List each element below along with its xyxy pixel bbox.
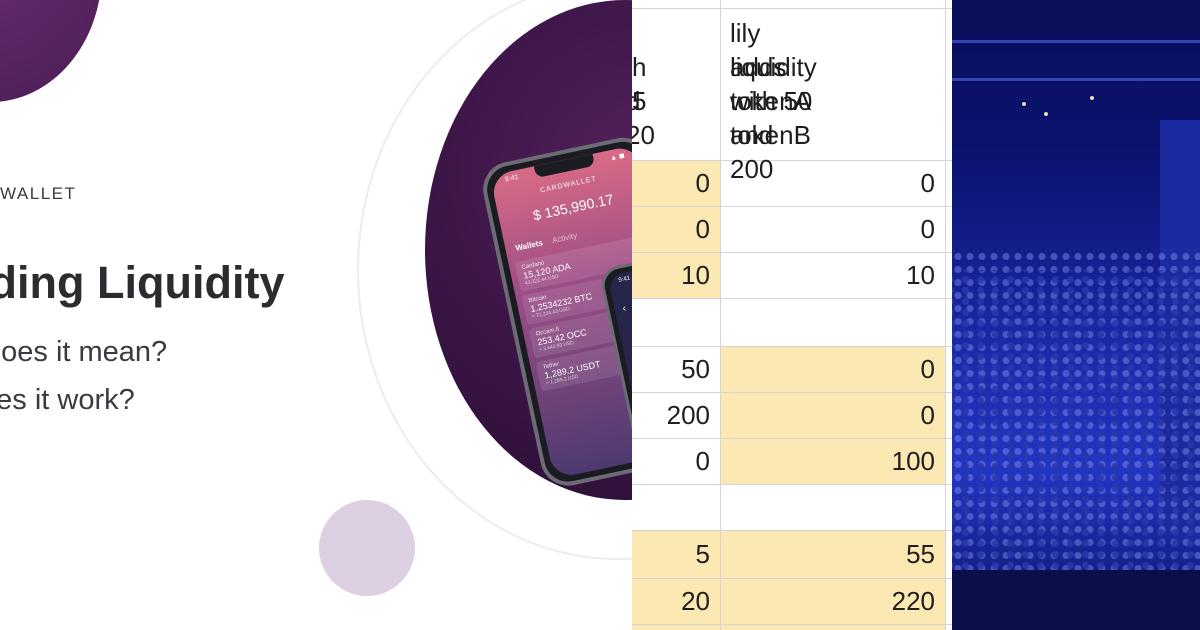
stage-truss xyxy=(952,78,1200,81)
cell-b: 0 xyxy=(920,168,935,198)
grid-row-line xyxy=(632,346,952,347)
column-a-header-line: h 5 xyxy=(632,52,647,116)
subtitle-line-1: does it mean? xyxy=(0,336,168,368)
stage-truss xyxy=(952,40,1200,43)
cell-b: 0 xyxy=(920,400,935,430)
ceiling-light xyxy=(1044,112,1048,116)
grid-row-line xyxy=(632,438,952,439)
phone-notch xyxy=(533,153,596,179)
phone-tabs: Wallets Activity xyxy=(515,231,578,253)
highlight-block-b1 xyxy=(721,346,945,484)
grid-row-line xyxy=(632,578,952,579)
column-a-header-line: d 20 xyxy=(632,86,655,150)
highlight-block-a1 xyxy=(632,160,720,298)
cell-b: 0 xyxy=(920,354,935,384)
headline: viding Liquidity xyxy=(0,257,285,308)
chevron-left-icon: ‹ xyxy=(621,303,628,315)
grid-row-line xyxy=(632,298,952,299)
highlight-block-totals xyxy=(632,530,945,630)
cell-a: 5 xyxy=(695,539,710,569)
grid-row-line xyxy=(632,252,952,253)
ceiling-light xyxy=(1090,96,1094,100)
column-b-header-line: tokenB xyxy=(730,120,811,150)
cell-a: 50 xyxy=(681,354,710,384)
ceiling-light xyxy=(1022,102,1026,106)
decorative-blob-small xyxy=(319,500,415,596)
cell-b: 10 xyxy=(906,260,935,290)
phone-balance: $ 135,990.17 xyxy=(531,190,615,224)
column-b-header-line: lily adds xyxy=(730,18,787,82)
phone-secondary-time: 9:41 xyxy=(618,275,631,284)
brand-name: WALLET xyxy=(0,184,77,203)
phone-tab-wallets: Wallets xyxy=(514,238,544,253)
promo-banner: WALLET viding Liquidity does it mean? oe… xyxy=(0,0,632,596)
crowd-photo xyxy=(952,0,1200,630)
cell-b: 100 xyxy=(891,446,935,476)
cell-b: 220 xyxy=(891,586,935,616)
cell-a: 0 xyxy=(695,168,710,198)
stage-area xyxy=(952,570,1200,630)
grid-row-line xyxy=(632,206,952,207)
grid-row-line xyxy=(632,160,952,161)
grid-col-line xyxy=(720,0,721,630)
grid-row-line xyxy=(632,530,952,531)
crowd-texture xyxy=(952,270,1200,570)
grid-col-line xyxy=(945,0,946,630)
spreadsheet-panel: h 5 d 20 lily adds liquidity with 50 tok… xyxy=(632,0,952,630)
grid-row-line xyxy=(632,624,952,625)
cell-a: 0 xyxy=(695,214,710,244)
grid-row-line xyxy=(632,484,952,485)
column-b-header-line: liquidity with 50 xyxy=(730,52,817,116)
cell-a: 200 xyxy=(666,400,710,430)
phone-time: 9:41 xyxy=(504,173,520,184)
cell-b: 0 xyxy=(920,214,935,244)
phone-tab-activity: Activity xyxy=(551,230,578,246)
cell-a: 0 xyxy=(695,446,710,476)
grid-row-line xyxy=(632,392,952,393)
column-b-header-line: tokenA and 200 xyxy=(730,86,810,184)
cell-a: 20 xyxy=(681,586,710,616)
phone-status-icons: ▲ ◼ xyxy=(609,152,626,163)
subtitle-line-2: oes it work? xyxy=(0,384,135,416)
grid-row-line xyxy=(632,8,952,9)
cell-a: 10 xyxy=(681,260,710,290)
decorative-blob-top xyxy=(0,0,102,102)
cell-b: 55 xyxy=(906,539,935,569)
